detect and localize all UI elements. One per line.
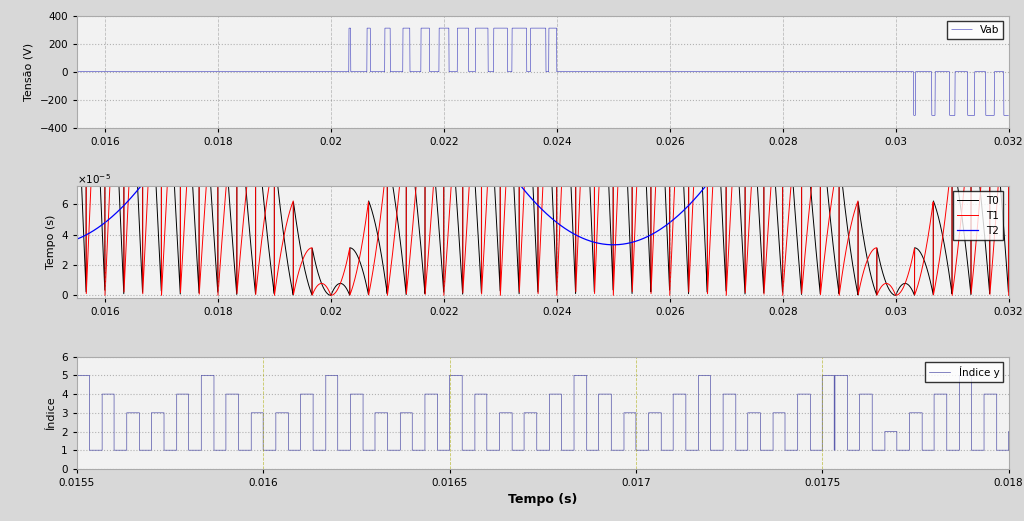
Legend: Vab: Vab [946,21,1004,39]
Legend: Índice y: Índice y [925,362,1004,382]
Y-axis label: Tensão (V): Tensão (V) [24,43,34,101]
Y-axis label: Tempo (s): Tempo (s) [46,215,55,269]
Y-axis label: Índice: Índice [46,396,55,430]
X-axis label: Tempo (s): Tempo (s) [508,493,578,506]
Legend: T0, T1, T2: T0, T1, T2 [953,191,1004,240]
Text: $\times 10^{-5}$: $\times 10^{-5}$ [77,172,111,186]
